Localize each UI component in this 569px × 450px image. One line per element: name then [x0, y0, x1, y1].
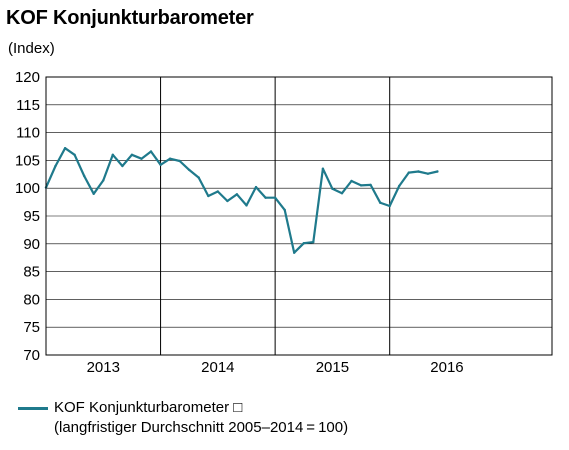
- data-point: [73, 153, 76, 156]
- data-point: [63, 147, 67, 150]
- data-point: [245, 204, 248, 207]
- data-point: [388, 204, 391, 208]
- data-point: [140, 157, 143, 160]
- data-point: [407, 171, 410, 174]
- data-point: [302, 242, 305, 245]
- y-tick-label-80: 80: [23, 291, 40, 308]
- data-point: [426, 172, 430, 175]
- data-point: [111, 153, 115, 156]
- y-tick-label-110: 110: [16, 125, 40, 142]
- data-point: [121, 164, 124, 168]
- chart-title: KOF Konjunkturbarometer: [6, 7, 254, 29]
- data-point: [216, 190, 219, 193]
- y-tick-label-100: 100: [15, 180, 40, 197]
- data-point: [417, 170, 420, 173]
- y-tick-label-70: 70: [23, 347, 40, 364]
- data-point: [102, 179, 105, 182]
- y-tick-label-95: 95: [23, 208, 40, 225]
- data-point: [226, 199, 229, 203]
- data-point: [54, 164, 57, 168]
- data-point: [398, 184, 401, 188]
- series-line-0: [44, 147, 439, 254]
- y-tick-label-105: 105: [15, 152, 40, 169]
- data-point: [331, 187, 334, 190]
- y-tick-labels: 70 75 80 85 90 95 100 105 110 115 120: [15, 69, 40, 364]
- gridlines: [46, 104, 552, 328]
- data-point: [149, 150, 153, 153]
- x-tick-label-2016: 2016: [430, 359, 463, 376]
- data-point: [254, 185, 258, 189]
- y-tick-label-85: 85: [23, 264, 40, 281]
- y-tick-label-115: 115: [16, 97, 40, 114]
- data-point: [168, 157, 172, 160]
- data-point: [197, 176, 200, 179]
- legend-swatch: [18, 407, 48, 410]
- data-point: [178, 159, 181, 163]
- legend-label-line-2: (langfristiger Durchschnitt 2005–2014 = …: [54, 419, 349, 436]
- x-tick-label-2015: 2015: [316, 359, 349, 376]
- data-point: [159, 163, 162, 166]
- x-tick-labels: 2013 2014 2015 2016: [87, 359, 464, 376]
- data-point: [350, 179, 353, 183]
- data-point: [379, 201, 382, 204]
- data-point: [293, 251, 296, 254]
- data-point: [188, 168, 191, 172]
- data-point: [264, 196, 267, 199]
- plot-frame: [45, 76, 553, 356]
- data-point: [321, 167, 325, 170]
- y-tick-label-120: 120: [15, 69, 40, 86]
- data-point: [436, 170, 439, 173]
- data-point: [273, 196, 277, 199]
- legend-label-line-1: KOF Konjunkturbarometer □: [54, 399, 243, 416]
- data-point: [235, 193, 239, 196]
- x-tick-label-2013: 2013: [87, 359, 120, 376]
- data-point: [369, 183, 372, 187]
- data-point: [83, 174, 86, 178]
- data-point: [130, 153, 134, 156]
- legend-label: KOF Konjunkturbarometer □ (langfristiger…: [54, 398, 348, 438]
- series-layer: [44, 147, 439, 254]
- data-point: [359, 184, 363, 187]
- x-tick-label-2014: 2014: [201, 359, 234, 376]
- data-point: [207, 194, 210, 198]
- line-chart: 70 75 80 85 90 95 100 105 110 115 120 2013 2014 2015…: [15, 69, 553, 376]
- data-point: [340, 192, 344, 195]
- y-axis-label: (Index): [8, 40, 55, 57]
- year-dividers: [160, 77, 391, 355]
- data-point: [283, 208, 286, 212]
- y-tick-label-75: 75: [23, 319, 40, 336]
- y-tick-label-90: 90: [23, 236, 40, 253]
- data-point: [312, 240, 315, 244]
- data-point: [92, 192, 95, 195]
